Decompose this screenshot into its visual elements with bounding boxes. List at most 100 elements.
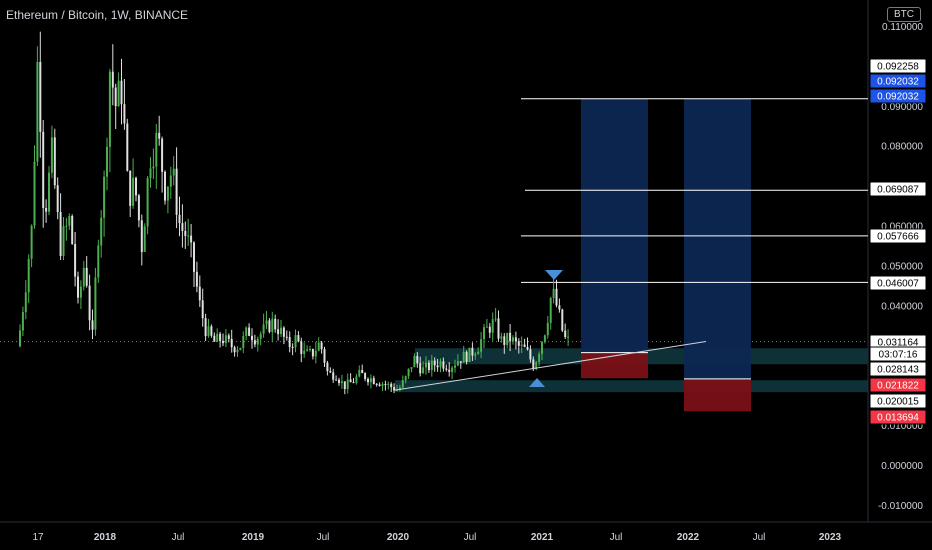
candle-body — [541, 342, 543, 354]
y-tick-label: 0.010000 — [881, 421, 923, 432]
candle-body — [219, 333, 222, 341]
candle-body — [288, 337, 291, 347]
candle-body — [245, 327, 248, 337]
svg-text:0.092032: 0.092032 — [877, 92, 919, 103]
candle-body — [500, 336, 503, 339]
candle-body — [253, 340, 256, 345]
candle-body — [74, 244, 77, 277]
candle-body — [430, 360, 433, 371]
candle-body — [71, 216, 74, 245]
candle-body — [509, 332, 512, 342]
x-tick-label: Jul — [172, 532, 185, 543]
candle-body — [558, 305, 561, 310]
candle-body — [422, 367, 425, 374]
candle-body — [494, 318, 497, 320]
candle-body — [552, 288, 555, 298]
candle-body — [111, 71, 114, 88]
candle-body — [323, 349, 326, 363]
candle-body — [239, 347, 242, 350]
candle-body — [346, 379, 349, 389]
candle-body — [143, 226, 146, 252]
candle-body — [378, 384, 381, 386]
candle-body — [335, 379, 338, 381]
candle-body — [77, 276, 79, 298]
candle-body — [100, 217, 103, 246]
svg-text:0.031164: 0.031164 — [878, 338, 919, 349]
candle-body — [477, 351, 480, 355]
long-stop-box — [684, 378, 751, 412]
candle-body — [216, 333, 219, 342]
candle-body — [227, 335, 230, 339]
candles — [19, 31, 570, 395]
candle-body — [381, 384, 384, 386]
candle-body — [497, 318, 500, 339]
svg-text:0.057666: 0.057666 — [877, 232, 919, 243]
svg-text:0.069087: 0.069087 — [877, 185, 919, 196]
candle-body — [306, 349, 309, 351]
candle-body — [169, 175, 172, 187]
candle-body — [390, 383, 393, 388]
svg-text:03:07:16: 03:07:16 — [879, 350, 918, 361]
long-target-box — [684, 98, 751, 379]
candle-body — [152, 166, 155, 169]
candle-body — [506, 332, 509, 345]
candle-body — [445, 368, 448, 370]
candle-body — [462, 351, 465, 363]
svg-text:0.092032: 0.092032 — [877, 77, 919, 88]
x-tick-label: 2018 — [94, 532, 117, 543]
x-tick-label: Jul — [464, 532, 477, 543]
candle-body — [230, 338, 233, 348]
candle-body — [193, 242, 195, 272]
candle-body — [36, 62, 39, 162]
candle-body — [21, 312, 24, 331]
candle-body — [242, 336, 245, 348]
y-tick-label: 0.110000 — [882, 22, 923, 33]
currency-badge[interactable]: BTC — [887, 7, 921, 22]
candle-body — [88, 285, 91, 321]
candle-body — [132, 177, 135, 206]
candle-body — [311, 349, 314, 357]
candle-body — [448, 369, 451, 372]
candle-body — [259, 333, 262, 339]
candle-body — [42, 131, 45, 208]
candle-body — [140, 220, 143, 252]
candle-body — [543, 335, 546, 343]
candle-body — [393, 387, 396, 391]
price-label: 0.092032 — [869, 73, 927, 89]
candle-body — [468, 347, 471, 362]
svg-text:0.020015: 0.020015 — [877, 397, 919, 408]
candle-body — [451, 367, 454, 372]
candle-body — [19, 330, 21, 347]
long-stop-box — [581, 352, 648, 379]
price-label: 0.092258 — [869, 58, 927, 74]
y-tick-label: 0.060000 — [881, 222, 923, 233]
candle-body — [456, 361, 459, 366]
candle-body — [396, 390, 398, 392]
candle-body — [79, 286, 82, 298]
candle-body — [137, 195, 140, 221]
candle-body — [317, 342, 320, 351]
candle-body — [413, 355, 416, 368]
candle-body — [274, 318, 277, 330]
candle-body — [549, 297, 552, 323]
x-tick-label: 2020 — [387, 532, 410, 543]
candle-body — [436, 365, 439, 368]
candle-body — [103, 176, 106, 218]
candle-body — [343, 381, 346, 389]
svg-text:0.028143: 0.028143 — [877, 365, 919, 376]
candle-body — [546, 322, 549, 336]
candle-body — [349, 379, 352, 383]
candle-body — [454, 365, 456, 368]
svg-text:0.046007: 0.046007 — [877, 279, 919, 290]
candle-body — [161, 138, 164, 172]
bottom-marker — [529, 378, 545, 387]
price-label: 03:07:16 — [869, 346, 927, 362]
candle-body — [201, 300, 204, 319]
candle-body — [410, 367, 413, 369]
candle-body — [166, 186, 169, 201]
candle-body — [149, 168, 152, 179]
candle-body — [561, 309, 564, 331]
candle-body — [375, 383, 378, 385]
price-label: 0.046007 — [869, 275, 927, 291]
